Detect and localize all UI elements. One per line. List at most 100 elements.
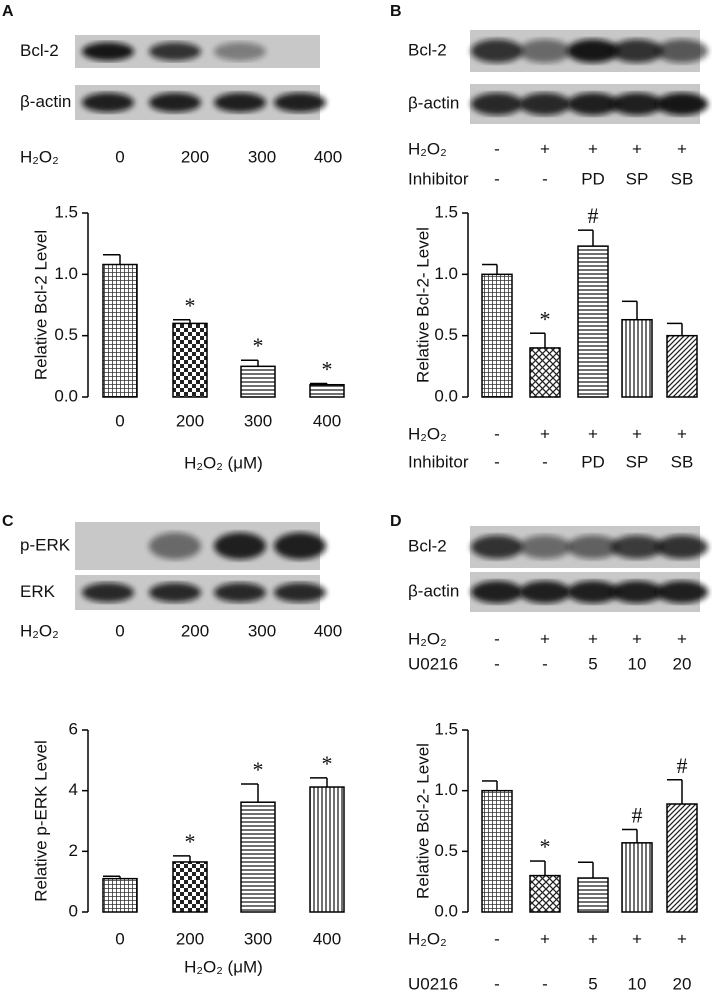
blot-band [519, 535, 571, 559]
x-tick-label: + [632, 929, 642, 948]
x-tick-label: 10 [628, 974, 647, 993]
blot-band [214, 92, 266, 113]
condition-label: - [494, 169, 500, 188]
blot-band [611, 580, 663, 604]
blot-band [656, 580, 708, 604]
condition-label: SP [626, 169, 649, 188]
significance-mark: * [185, 293, 196, 318]
blot-band [567, 535, 619, 559]
blot-band [519, 92, 571, 116]
category-row-name: Inhibitor [408, 452, 469, 471]
bar [481, 789, 513, 913]
x-tick-label: 300 [244, 929, 272, 948]
blot-band [611, 39, 663, 63]
condition-label: + [677, 139, 687, 158]
condition-label: + [632, 139, 642, 158]
condition-label: 200 [181, 621, 209, 640]
condition-name: H₂O₂ [408, 139, 447, 158]
blot-band [567, 580, 619, 604]
x-tick-label: + [588, 929, 598, 948]
bar [666, 803, 698, 913]
bar [309, 786, 345, 913]
condition-label: - [494, 139, 500, 158]
blot-row-label: Bcl-2 [408, 536, 447, 555]
condition-label: + [588, 139, 598, 158]
condition-label: 0 [115, 147, 124, 166]
y-axis-label: Relative p-ERK Level [31, 740, 50, 902]
blot-band [656, 92, 708, 116]
y-tick-label: 0.0 [54, 386, 78, 405]
x-tick-label: 200 [176, 411, 204, 430]
blot-band [471, 39, 523, 63]
y-axis-label: Relative Bcl-2 Level [31, 230, 50, 380]
blot-band [214, 582, 266, 603]
blot-band [519, 39, 571, 63]
x-axis-label: H₂O₂ (μM) [184, 957, 263, 976]
bar [102, 263, 138, 398]
blot-band [611, 92, 663, 116]
bar [621, 318, 653, 398]
condition-label: 0 [115, 621, 124, 640]
condition-label: - [542, 654, 548, 673]
x-tick-label: + [677, 929, 687, 948]
x-tick-label: 400 [313, 411, 341, 430]
x-tick-label: + [588, 424, 598, 443]
bar [172, 861, 208, 913]
bar [666, 334, 698, 398]
condition-label: 400 [314, 621, 342, 640]
y-tick-label: 0.0 [434, 386, 458, 405]
x-tick-label: SB [671, 452, 694, 471]
blot-row-label: β-actin [20, 92, 71, 111]
condition-label: + [540, 139, 550, 158]
significance-mark: # [588, 203, 599, 228]
blot-row-label: β-actin [408, 581, 459, 600]
condition-label: 20 [673, 654, 692, 673]
bar [102, 877, 138, 913]
significance-mark: # [677, 753, 688, 778]
panel-letter: D [390, 513, 402, 530]
bar [172, 322, 208, 398]
condition-label: 10 [628, 654, 647, 673]
bar [309, 383, 345, 398]
x-tick-label: 0 [115, 929, 124, 948]
blot-band [274, 582, 326, 603]
condition-name: Inhibitor [408, 169, 469, 188]
x-tick-label: 300 [244, 411, 272, 430]
blot-band [149, 532, 201, 560]
blot-row-label: Bcl-2 [408, 40, 447, 59]
blot-band [149, 92, 201, 113]
x-tick-label: - [494, 974, 500, 993]
blot-band [82, 582, 134, 603]
x-tick-label: 400 [313, 929, 341, 948]
blot-band [567, 39, 619, 63]
blot-band [149, 42, 201, 61]
significance-mark: * [540, 834, 551, 859]
significance-mark: * [185, 829, 196, 854]
blot-band [214, 532, 266, 560]
x-tick-label: 200 [176, 929, 204, 948]
y-tick-label: 0.0 [434, 901, 458, 920]
blot-band [82, 92, 134, 113]
blot-band [149, 582, 201, 603]
blot-band [656, 535, 708, 559]
blot-row-label: ERK [20, 582, 56, 601]
y-tick-label: 1.5 [434, 202, 458, 221]
condition-label: 5 [588, 654, 597, 673]
y-tick-label: 4 [69, 780, 78, 799]
blot-band [214, 42, 266, 61]
y-tick-label: 2 [69, 841, 78, 860]
x-tick-label: - [494, 424, 500, 443]
y-tick-label: 6 [69, 719, 78, 738]
significance-mark: # [632, 803, 643, 828]
bar [577, 245, 609, 398]
y-tick-label: 0.5 [54, 325, 78, 344]
condition-name: H₂O₂ [408, 629, 447, 648]
bar [621, 842, 653, 913]
condition-label: 400 [314, 147, 342, 166]
bar [240, 801, 276, 913]
bar [529, 874, 561, 913]
significance-mark: * [253, 333, 264, 358]
x-tick-label: + [540, 424, 550, 443]
condition-label: SB [671, 169, 694, 188]
